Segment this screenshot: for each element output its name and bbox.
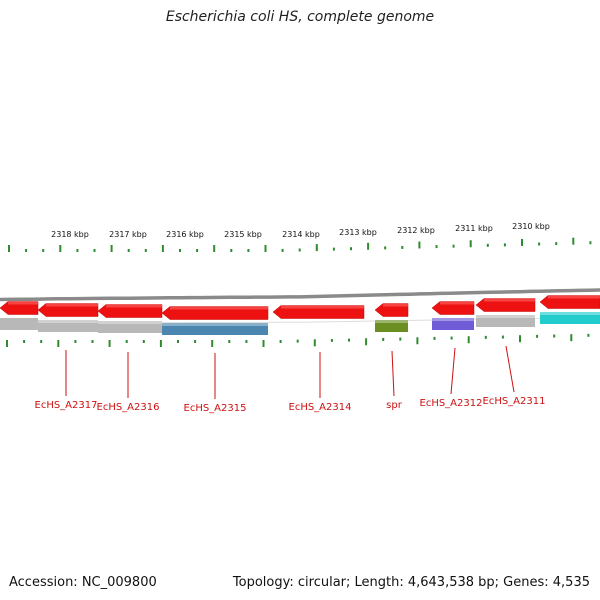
ruler-tick-label: 2312 kbp xyxy=(397,226,435,235)
gene-label: EcHS_A2311 xyxy=(483,396,546,407)
map-title: Escherichia coli HS, complete genome xyxy=(165,9,435,25)
gene-arrow-highlight xyxy=(170,306,268,310)
backbone-outer xyxy=(0,288,600,302)
gene-arrow-highlight xyxy=(484,298,535,302)
gene-arrow-highlight xyxy=(46,303,98,307)
cds-feature-block xyxy=(540,312,600,324)
accession-text: Accession: NC_009800 xyxy=(9,575,157,590)
ruler-tick-label: 2310 kbp xyxy=(512,222,550,231)
cds-feature-highlight xyxy=(162,323,268,326)
gene-arrow-highlight xyxy=(383,303,408,307)
cds-feature-highlight xyxy=(432,318,474,321)
ruler-tick-label: 2311 kbp xyxy=(455,224,493,233)
gene-label: EcHS_A2312 xyxy=(420,398,483,409)
ruler-tick-label: 2317 kbp xyxy=(109,230,147,239)
gene-label: EcHS_A2317 xyxy=(35,400,98,411)
gene-label: EcHS_A2316 xyxy=(97,402,160,413)
gene-arrow-highlight xyxy=(106,304,162,308)
cds-feature-highlight xyxy=(98,321,162,324)
cds-feature-block xyxy=(375,320,408,332)
cds-feature-highlight xyxy=(38,320,98,323)
ruler-tick-label: 2318 kbp xyxy=(51,230,89,239)
cds-feature-block xyxy=(432,318,474,330)
ruler-tick-label: 2316 kbp xyxy=(166,230,204,239)
gene-arrow-highlight xyxy=(8,301,38,305)
gene-label: EcHS_A2314 xyxy=(289,402,352,413)
cds-feature-highlight xyxy=(375,320,408,323)
ruler-tick-label: 2315 kbp xyxy=(224,230,262,239)
ruler-tick-label: 2314 kbp xyxy=(282,230,320,239)
cds-feature-block xyxy=(162,323,268,335)
gene-arrow-highlight xyxy=(281,305,364,309)
gene-label-leader xyxy=(450,347,456,395)
cds-feature-block xyxy=(98,321,162,333)
gene-label: spr xyxy=(386,400,403,411)
cds-feature-highlight xyxy=(476,315,535,318)
cds-feature-block xyxy=(38,320,98,332)
ruler-tick-label: 2313 kbp xyxy=(339,228,377,237)
cds-feature-block xyxy=(476,315,535,327)
gene-label: EcHS_A2315 xyxy=(184,403,247,414)
gene-arrow-highlight xyxy=(440,301,474,305)
gene-label-leader xyxy=(391,350,395,397)
cds-feature-block xyxy=(0,318,38,330)
gene-label-leader xyxy=(505,345,515,393)
genome-summary-text: Topology: circular; Length: 4,643,538 bp… xyxy=(232,575,590,590)
gene-arrow-highlight xyxy=(548,295,600,299)
cds-feature-highlight xyxy=(540,312,600,315)
